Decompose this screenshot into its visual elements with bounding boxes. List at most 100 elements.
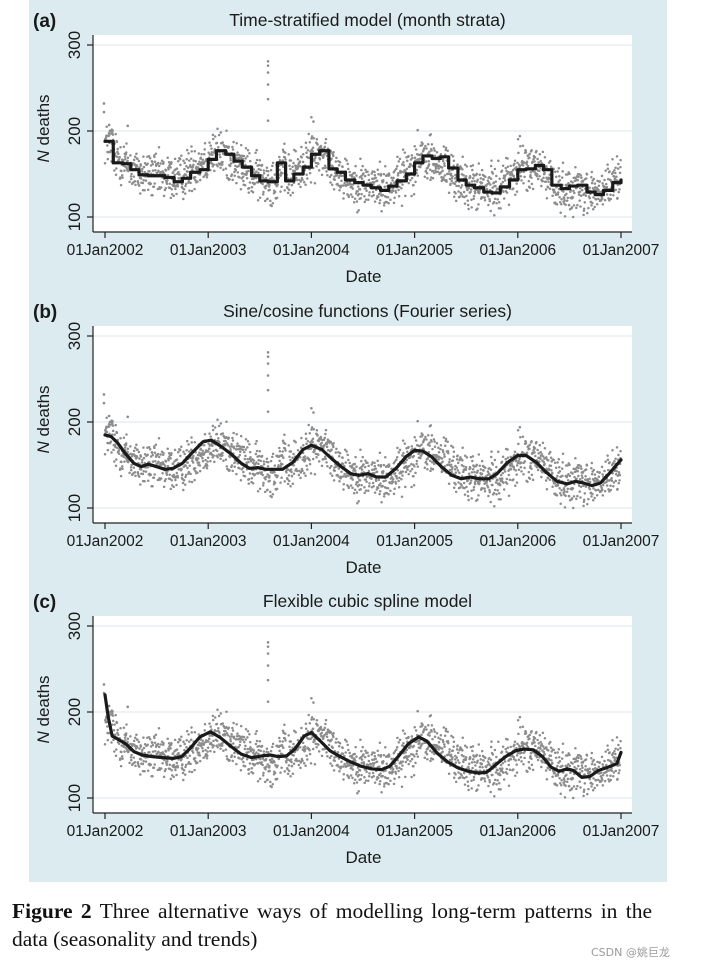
chart-a-point	[553, 170, 557, 173]
chart-c-point	[287, 734, 290, 737]
chart-b-point	[572, 495, 576, 498]
chart-a-point	[241, 157, 245, 160]
chart-a-point	[389, 182, 393, 185]
chart-a-point	[403, 151, 407, 154]
chart-b-point	[230, 443, 233, 446]
chart-a-point	[177, 177, 180, 180]
chart-b-point	[608, 461, 611, 464]
chart-b-point	[561, 461, 564, 464]
chart-a-point	[441, 169, 444, 172]
chart-a-point	[558, 179, 562, 182]
chart-b-point	[280, 476, 283, 479]
chart-b-point	[382, 469, 385, 473]
chart-a-point	[598, 180, 601, 183]
chart-b-point	[480, 472, 484, 476]
chart-a-point	[115, 155, 119, 159]
chart-c-point	[283, 737, 287, 740]
chart-b-point	[284, 442, 287, 446]
chart-b-point	[582, 500, 586, 504]
chart-a-point	[591, 208, 595, 211]
chart-b-point	[470, 497, 473, 500]
chart-a-point	[252, 168, 256, 171]
chart-c-point	[400, 785, 404, 788]
chart-c-point	[111, 712, 114, 715]
chart-b-point	[512, 478, 515, 481]
chart-b-point	[551, 471, 554, 475]
chart-a-point	[539, 166, 542, 170]
chart-c-point	[258, 739, 262, 743]
chart-c-point	[170, 768, 173, 772]
chart-b-point	[266, 488, 269, 491]
chart-c-point	[353, 757, 356, 760]
chart-b-point	[219, 457, 222, 460]
chart-a-point	[475, 180, 479, 183]
chart-c-point	[276, 764, 279, 768]
chart-c-point	[143, 770, 146, 773]
chart-a-point	[177, 170, 180, 174]
chart-a-point	[312, 137, 316, 140]
chart-b-point	[501, 471, 505, 475]
chart-c-point	[354, 745, 357, 749]
chart-a-point	[615, 178, 618, 182]
chart-b-point	[451, 466, 454, 469]
chart-b-point	[489, 500, 492, 504]
chart-c-point	[299, 766, 302, 770]
chart-c-point	[373, 781, 377, 784]
chart-a-point	[258, 196, 262, 200]
chart-a-point	[448, 177, 452, 181]
chart-a-point	[159, 186, 163, 189]
chart-a-point	[219, 131, 223, 134]
chart-b-point	[235, 432, 238, 436]
chart-c-point	[135, 746, 139, 749]
chart-b-point	[517, 442, 520, 446]
chart-b-point	[320, 441, 323, 445]
chart-a-point	[168, 182, 171, 186]
chart-c-point	[421, 742, 424, 745]
chart-a-point	[193, 187, 196, 191]
chart-a-point	[530, 176, 533, 179]
chart-b-point	[448, 458, 451, 461]
chart-a-point	[367, 178, 371, 182]
chart-a-point	[491, 186, 494, 189]
chart-a-point	[342, 192, 346, 195]
chart-a-point	[486, 195, 490, 198]
chart-c-point	[265, 765, 268, 768]
chart-c-point	[204, 755, 207, 758]
chart-b-point	[530, 473, 534, 477]
chart-c-point	[443, 734, 447, 738]
chart-b-point	[552, 458, 555, 462]
chart-c-point	[204, 748, 207, 752]
chart-c-point	[219, 712, 223, 715]
chart-a-point	[465, 194, 468, 198]
chart-a-point	[573, 191, 576, 195]
chart-b-point	[252, 459, 256, 462]
chart-c-point	[162, 742, 165, 745]
chart-a-point	[329, 181, 332, 184]
chart-a-point	[560, 198, 563, 201]
chart-a-point	[198, 160, 201, 164]
chart-c-point	[428, 749, 432, 752]
chart-c-point	[384, 746, 387, 749]
chart-a-point	[530, 182, 534, 186]
chart-a-point	[188, 189, 191, 192]
chart-a-point	[162, 161, 165, 164]
chart-b-point	[323, 443, 326, 447]
chart-a-point	[450, 177, 454, 180]
chart-b-point	[362, 463, 365, 466]
chart-c-point	[371, 771, 375, 775]
chart-c-point	[271, 745, 274, 749]
chart-c-point	[198, 754, 202, 757]
chart-a-point	[414, 180, 417, 184]
chart-b-y-axis-label-italic: N	[34, 441, 53, 454]
chart-a-point	[404, 170, 407, 173]
chart-c-point	[221, 722, 225, 725]
chart-c-point	[148, 750, 151, 754]
chart-a-point	[126, 156, 130, 159]
chart-c-point	[236, 732, 239, 735]
chart-b-point	[474, 474, 477, 477]
chart-c-point	[177, 751, 180, 755]
chart-a-outlier-point	[102, 102, 106, 105]
chart-c-point	[189, 762, 192, 766]
chart-a-point	[396, 155, 399, 159]
chart-a-point	[232, 140, 235, 144]
